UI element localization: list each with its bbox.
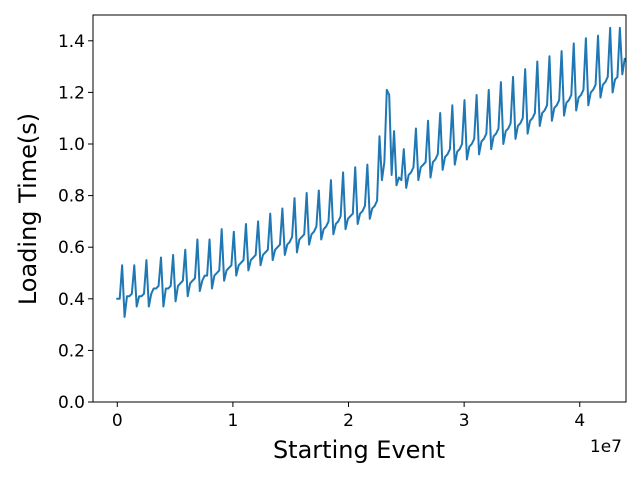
y-tick-label: 0.4 [58, 290, 85, 310]
x-tick-label: 4 [574, 411, 585, 431]
y-tick-label: 1.4 [58, 32, 85, 52]
x-tick-label: 1 [227, 411, 238, 431]
x-tick-label: 0 [112, 411, 123, 431]
x-tick-label: 3 [459, 411, 470, 431]
y-tick-label: 0.2 [58, 341, 85, 361]
x-axis-label: Starting Event [273, 436, 445, 464]
x-axis-offset-label: 1e7 [590, 437, 622, 457]
axes: 0 1 2 3 4 0.0 0.2 0.4 0.6 0.8 1.0 1.2 1.4 [58, 14, 627, 431]
y-tick-label: 1.0 [58, 135, 85, 155]
y-tick-label: 0.8 [58, 187, 85, 207]
series-line-0 [116, 26, 626, 318]
axes-frame [92, 14, 627, 403]
y-axis-label: Loading Time(s) [14, 113, 42, 305]
y-tick-label: 1.2 [58, 83, 85, 103]
y-tick-label: 0.6 [58, 238, 85, 258]
plot-area [116, 26, 626, 318]
y-tick-label: 0.0 [58, 393, 85, 413]
x-tick-label: 2 [343, 411, 354, 431]
